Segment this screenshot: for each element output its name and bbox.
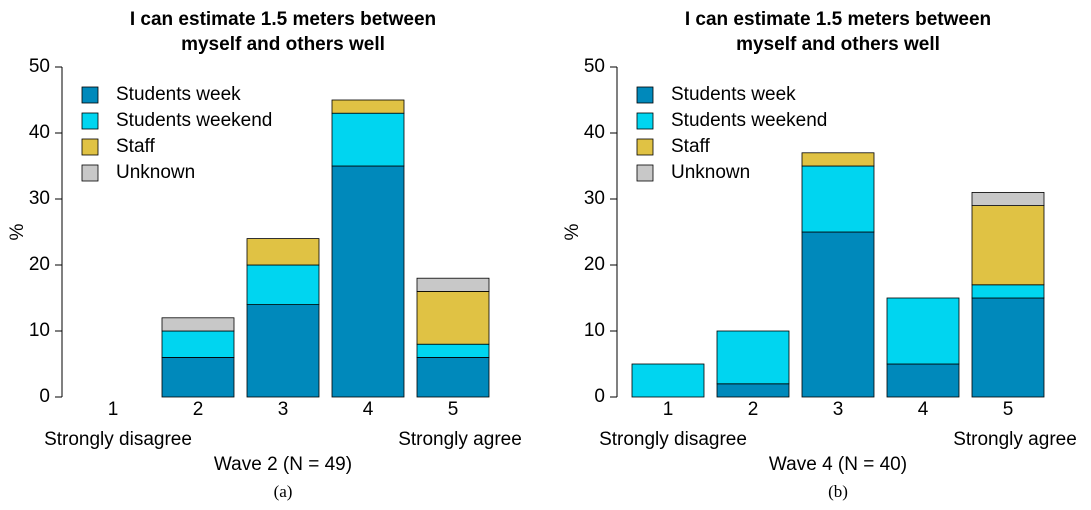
legend-label: Students week: [671, 84, 796, 105]
bar-segment: [971, 205, 1045, 286]
bar-segment: [246, 264, 320, 305]
legend-swatch: [636, 164, 654, 182]
y-tick-label: 30: [584, 188, 605, 209]
chart-title: I can estimate 1.5 meters between: [130, 9, 436, 30]
annotation: Strongly agree: [398, 429, 522, 450]
annotation: Strongly agree: [953, 429, 1077, 450]
bar-segment: [886, 297, 960, 365]
y-tick-label: 10: [584, 320, 605, 341]
x-tick-label: 5: [1003, 399, 1014, 420]
y-tick-label: 10: [29, 320, 50, 341]
y-tick-label: 40: [29, 122, 50, 143]
legend-swatch: [636, 112, 654, 130]
bar-segment: [716, 330, 790, 385]
y-tick-label: 0: [594, 386, 605, 407]
legend-label: Unknown: [671, 162, 750, 183]
legend-swatch: [636, 86, 654, 104]
legend-swatch: [81, 112, 99, 130]
bar-segment: [161, 330, 235, 358]
bar-segment: [631, 363, 705, 398]
annotation: Strongly disagree: [599, 429, 747, 450]
chart-title: myself and others well: [181, 34, 385, 55]
x-tick-label: 2: [748, 399, 759, 420]
chart-title: myself and others well: [736, 34, 940, 55]
legend-label: Students weekend: [116, 110, 272, 131]
x-tick-label: 3: [278, 399, 289, 420]
legend-label: Staff: [671, 136, 710, 157]
bar-segment: [416, 277, 490, 292]
bar-segment: [716, 383, 790, 398]
x-tick-label: 2: [193, 399, 204, 420]
y-tick-label: 20: [29, 254, 50, 275]
x-tick-label: 5: [448, 399, 459, 420]
bar-segment: [416, 290, 490, 345]
bar-segment: [971, 191, 1045, 206]
legend-swatch: [636, 138, 654, 156]
bar-segment: [801, 165, 875, 233]
legend-swatch: [81, 86, 99, 104]
y-tick-label: 20: [584, 254, 605, 275]
legend-label: Students week: [116, 84, 241, 105]
legend-label: Students weekend: [671, 110, 827, 131]
bar-segment: [331, 165, 405, 398]
y-tick-label: 0: [39, 386, 50, 407]
x-tick-label: 4: [363, 399, 374, 420]
x-tick-label: 4: [918, 399, 929, 420]
legend-swatch: [81, 164, 99, 182]
bar-segment: [886, 363, 960, 398]
y-tick-label: 30: [29, 188, 50, 209]
x-tick-label: 3: [833, 399, 844, 420]
y-tick-label: 40: [584, 122, 605, 143]
bar-segment: [971, 297, 1045, 398]
annotation: Strongly disagree: [44, 429, 192, 450]
legend-label: Unknown: [116, 162, 195, 183]
legend-label: Staff: [116, 136, 155, 157]
bar-segment: [246, 238, 320, 266]
caption: (a): [274, 482, 293, 501]
bar-segment: [416, 343, 490, 358]
bar-segment: [416, 356, 490, 398]
bar-segment: [801, 231, 875, 398]
x-axis-label: Wave 4 (N = 40): [769, 454, 907, 475]
caption: (b): [828, 482, 848, 501]
y-axis-label: %: [7, 223, 28, 240]
bar-segment: [971, 284, 1045, 299]
x-axis-label: Wave 2 (N = 49): [214, 454, 352, 475]
x-tick-label: 1: [108, 399, 119, 420]
x-tick-label: 1: [663, 399, 674, 420]
bar-segment: [161, 356, 235, 398]
chart-title: I can estimate 1.5 meters between: [685, 9, 991, 30]
y-tick-label: 50: [584, 56, 605, 77]
bar-segment: [331, 112, 405, 167]
legend-swatch: [81, 138, 99, 156]
y-axis-label: %: [562, 223, 583, 240]
bar-segment: [331, 99, 405, 114]
bar-segment: [161, 317, 235, 332]
y-tick-label: 50: [29, 56, 50, 77]
bar-segment: [246, 304, 320, 398]
bar-segment: [801, 152, 875, 167]
